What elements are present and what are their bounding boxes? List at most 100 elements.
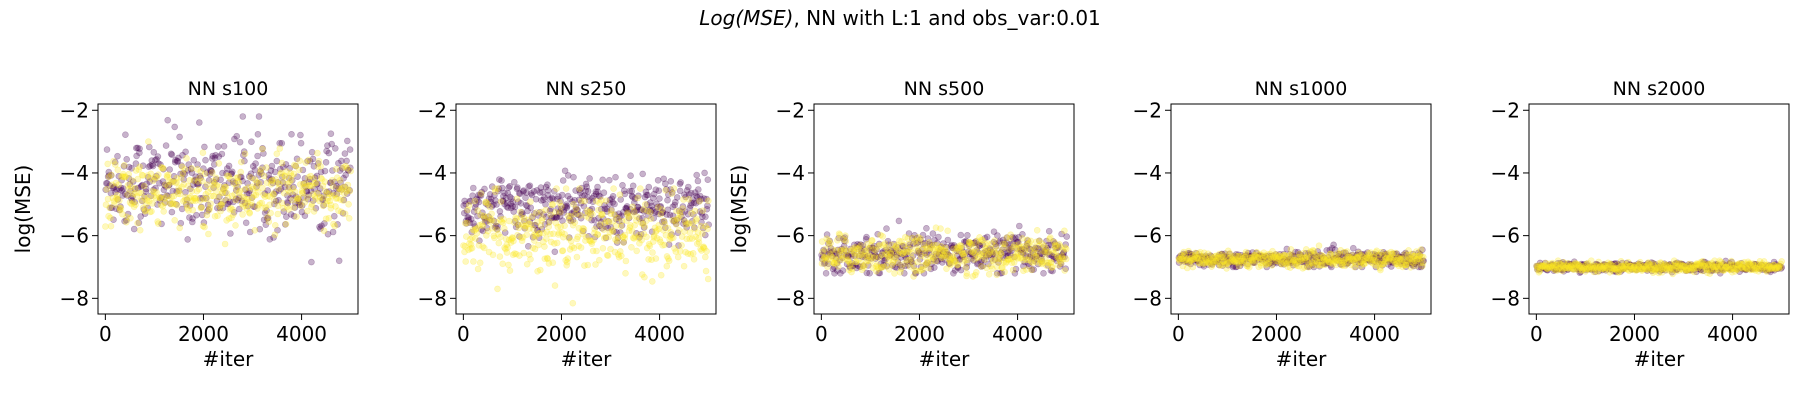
data-point	[337, 179, 344, 187]
data-point	[1403, 260, 1411, 268]
data-point	[1770, 261, 1777, 269]
data-point	[674, 253, 682, 261]
data-point	[1054, 252, 1061, 260]
data-point	[195, 180, 202, 188]
data-point	[873, 246, 880, 253]
data-point	[557, 223, 565, 230]
data-point	[1210, 255, 1218, 263]
data-point	[113, 192, 121, 199]
data-point	[891, 253, 898, 261]
data-point	[1002, 252, 1010, 260]
data-point	[826, 237, 834, 245]
data-point	[1629, 263, 1637, 271]
y-tick-label: −2	[60, 98, 89, 122]
data-point	[500, 225, 508, 232]
data-point	[285, 187, 292, 194]
data-point	[153, 189, 160, 196]
data-point	[1039, 259, 1047, 266]
data-point	[155, 171, 162, 178]
data-point	[157, 194, 164, 201]
data-point	[849, 247, 857, 254]
data-point	[825, 240, 832, 247]
data-point	[1622, 263, 1629, 271]
data-point	[1293, 262, 1301, 270]
data-point	[930, 255, 937, 263]
data-point	[1724, 264, 1732, 272]
data-point	[586, 207, 594, 214]
data-point	[1375, 251, 1383, 259]
data-point	[1636, 260, 1644, 268]
data-point	[1377, 252, 1384, 259]
data-point	[1658, 266, 1665, 274]
data-point	[1038, 257, 1045, 265]
data-point	[278, 199, 286, 207]
data-point	[571, 197, 579, 204]
data-point	[151, 176, 158, 183]
data-point	[1734, 264, 1742, 272]
data-point	[646, 206, 654, 214]
data-point	[925, 249, 933, 257]
data-point	[255, 113, 263, 120]
data-point	[929, 246, 937, 253]
data-point	[325, 149, 333, 157]
data-point	[338, 184, 346, 192]
data-point	[672, 221, 680, 228]
data-point	[943, 251, 950, 258]
data-point	[1225, 259, 1232, 266]
data-point	[1411, 252, 1419, 260]
data-point	[1398, 256, 1406, 263]
data-point	[660, 227, 667, 234]
data-point	[689, 220, 697, 227]
data-point	[116, 186, 123, 193]
data-point	[1036, 251, 1044, 258]
data-point	[836, 256, 844, 264]
data-point	[230, 209, 238, 216]
data-point	[1695, 265, 1702, 273]
data-point	[274, 210, 282, 218]
data-point	[1597, 262, 1605, 270]
x-tick-label: 0	[1172, 322, 1185, 346]
data-point	[488, 225, 496, 232]
data-point	[1058, 252, 1066, 260]
data-point	[1390, 258, 1398, 266]
data-point	[923, 259, 931, 266]
data-point	[1240, 257, 1248, 264]
data-point	[461, 220, 469, 227]
data-point	[562, 256, 570, 264]
data-point	[1361, 255, 1369, 262]
data-point	[317, 168, 325, 176]
data-point	[841, 237, 848, 245]
data-point	[638, 271, 646, 278]
data-point	[531, 221, 538, 229]
data-point	[943, 265, 950, 273]
data-point	[344, 181, 352, 189]
data-point	[1664, 262, 1671, 270]
data-point	[482, 200, 490, 207]
data-point	[113, 194, 120, 202]
data-point	[971, 250, 979, 257]
data-point	[238, 158, 245, 166]
data-point	[1051, 242, 1059, 250]
data-point	[141, 195, 148, 202]
data-point	[225, 172, 233, 180]
data-point	[1661, 260, 1668, 268]
data-point	[343, 164, 351, 172]
data-point	[244, 196, 252, 203]
data-point	[1636, 258, 1644, 266]
data-point	[1344, 252, 1352, 260]
data-point	[1348, 254, 1355, 262]
data-point	[1352, 255, 1359, 263]
data-point	[911, 237, 919, 244]
data-point	[847, 245, 854, 253]
data-point	[1347, 257, 1354, 265]
data-point	[1616, 266, 1624, 274]
data-point	[305, 156, 313, 164]
data-point	[1001, 249, 1008, 256]
data-point	[204, 188, 212, 196]
data-point	[637, 219, 645, 226]
data-point	[1382, 256, 1389, 264]
data-point	[879, 233, 887, 240]
data-point	[840, 236, 848, 243]
data-point	[142, 188, 150, 195]
data-point	[649, 238, 657, 245]
